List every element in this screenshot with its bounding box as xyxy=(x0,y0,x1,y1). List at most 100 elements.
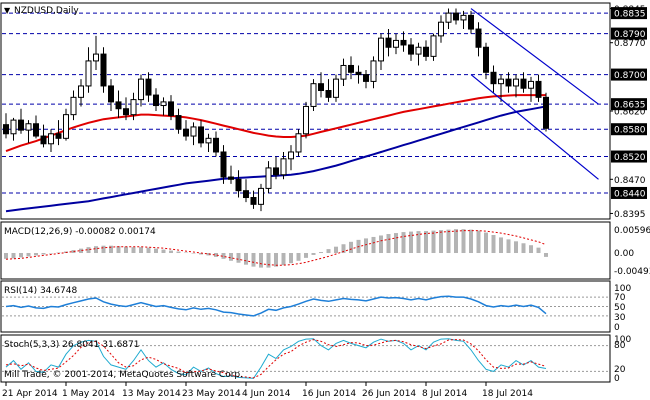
candle xyxy=(288,145,294,171)
candle xyxy=(355,65,362,84)
macd-histogram-bar xyxy=(94,246,98,254)
candle xyxy=(168,95,174,121)
bullish-candle-body xyxy=(415,46,422,55)
stoch-tick-20: 20 xyxy=(614,365,626,375)
macd-histogram-bar xyxy=(191,253,196,254)
candle xyxy=(280,151,287,180)
bearish-candle-body xyxy=(483,46,489,73)
macd-histogram-bar xyxy=(296,253,301,261)
candle xyxy=(220,145,227,184)
candle xyxy=(108,79,114,111)
macd-histogram-bar xyxy=(56,252,61,254)
bearish-candle-body xyxy=(505,78,512,87)
bullish-candle-body xyxy=(340,64,347,80)
price-label: 0.8520 xyxy=(614,153,646,163)
bearish-candle-body xyxy=(115,101,122,110)
candle xyxy=(423,40,429,61)
price-label-box xyxy=(611,150,647,163)
bullish-candle-body xyxy=(25,123,32,131)
candle xyxy=(460,10,467,30)
candle xyxy=(318,72,324,98)
candle xyxy=(258,183,264,212)
macd-histogram-bar xyxy=(289,253,293,264)
macd-histogram-bar xyxy=(206,253,211,256)
price-label: 0.8440 xyxy=(614,189,646,199)
macd-layer xyxy=(4,229,548,268)
price-label: 0.8700 xyxy=(614,71,646,81)
macd-histogram-bar xyxy=(461,229,466,254)
macd-histogram-bar xyxy=(274,253,278,267)
candle xyxy=(183,120,189,141)
macd-histogram-bar xyxy=(521,243,526,254)
candle xyxy=(408,38,414,61)
candle xyxy=(198,120,204,148)
bearish-candle-body xyxy=(123,108,129,116)
bullish-candle-body xyxy=(138,78,144,101)
macd-histogram-bar xyxy=(4,253,8,259)
copyright-text: Mill Trade, © 2001-2014, MetaQuotes Soft… xyxy=(4,370,243,380)
time-label: 21 Apr 2014 xyxy=(2,389,58,399)
bullish-candle-body xyxy=(460,14,467,21)
macd-tick-top: 0.00596 xyxy=(614,226,650,236)
chart-title: NZDUSD,Daily xyxy=(14,6,79,16)
macd-histogram-bar xyxy=(379,235,383,254)
time-axis-layer: 21 Apr 2014 1 May 2014 13 May 2014 23 May 2… xyxy=(2,382,533,399)
rsi-tick-30: 30 xyxy=(614,313,626,323)
price-label-box xyxy=(611,7,647,20)
rsi-tick-50: 50 xyxy=(614,303,626,313)
candle xyxy=(250,190,257,209)
rsi-tick-70: 70 xyxy=(614,293,626,303)
macd-histogram-bar xyxy=(334,246,338,254)
rsi-tick-100: 100 xyxy=(614,284,631,294)
candle xyxy=(123,97,129,121)
stoch-tick-100: 100 xyxy=(614,335,631,345)
stoch-label: Stoch(5,3,3) 26.8041 31.6871 xyxy=(4,340,139,350)
bullish-candle-body xyxy=(280,158,287,176)
macd-histogram-bar xyxy=(199,253,203,255)
macd-histogram-bar xyxy=(49,253,53,254)
bearish-candle-body xyxy=(40,135,47,145)
macd-histogram-bar xyxy=(491,234,496,254)
candle xyxy=(190,122,197,146)
main-price-layer xyxy=(2,8,609,213)
bullish-candle-body xyxy=(430,35,437,57)
price-label: 0.8835 xyxy=(614,10,646,20)
candle xyxy=(303,101,309,139)
candle xyxy=(78,79,84,107)
price-label: 0.8635 xyxy=(614,101,646,111)
bullish-candle-body xyxy=(160,101,167,107)
macd-histogram-bar xyxy=(71,250,76,254)
macd-histogram-bar xyxy=(446,229,451,254)
macd-histogram-bar xyxy=(116,246,121,254)
time-label: 18 Jul 2014 xyxy=(482,389,533,399)
price-label: 0.8790 xyxy=(614,30,646,40)
candle xyxy=(160,97,167,116)
candle xyxy=(153,88,159,111)
bearish-candle-body xyxy=(468,14,474,30)
bearish-candle-body xyxy=(145,78,152,96)
time-label: 8 Jul 2014 xyxy=(422,389,467,399)
candle xyxy=(18,108,24,134)
stoch-tick-80: 80 xyxy=(614,341,626,351)
candle xyxy=(205,133,212,152)
candle xyxy=(70,90,77,121)
candle xyxy=(10,117,17,141)
candle xyxy=(468,10,474,34)
macd-histogram-bar xyxy=(259,253,263,268)
macd-histogram-bar xyxy=(319,252,323,254)
candle xyxy=(273,156,279,180)
macd-histogram-bar xyxy=(341,244,346,254)
chart-title-arrow-icon[interactable]: ▼ xyxy=(4,6,11,15)
candle xyxy=(340,58,347,86)
macd-histogram-bar xyxy=(131,247,136,254)
price-label: 0.8770 xyxy=(614,39,646,49)
channel-upper-line xyxy=(470,8,599,105)
candle xyxy=(520,72,527,93)
macd-histogram-bar xyxy=(86,247,91,254)
bearish-candle-body xyxy=(453,12,459,21)
candle xyxy=(145,72,152,102)
bearish-candle-body xyxy=(355,71,362,76)
macd-histogram-bar xyxy=(236,253,241,263)
bullish-candle-body xyxy=(445,12,452,23)
bearish-candle-body xyxy=(108,85,114,103)
